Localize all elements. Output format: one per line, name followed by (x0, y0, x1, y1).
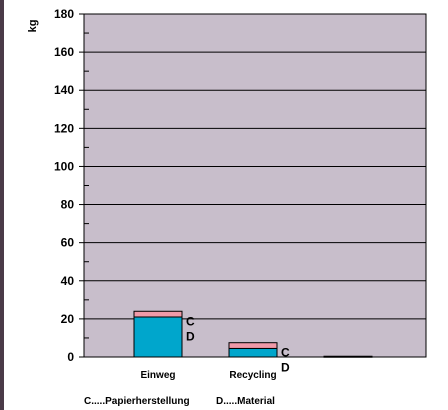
y-tick-label: 180 (54, 7, 74, 21)
y-tick-label: 40 (61, 274, 75, 288)
legend-entry-d: D.....Material (216, 396, 275, 407)
bar-segment-d (133, 316, 183, 358)
y-tick-label: 20 (61, 312, 75, 326)
x-category-label: Recycling (229, 370, 276, 381)
y-tick-label: 100 (54, 159, 74, 173)
bar-segment-c (228, 342, 278, 349)
x-category-label: Einweg (140, 370, 175, 381)
bar-segment-d (323, 355, 373, 358)
y-tick-label: 160 (54, 45, 74, 59)
grid-lines (84, 51, 426, 320)
left-edge-strip (0, 0, 4, 410)
bar-segment-c (133, 310, 183, 318)
y-tick-label: 0 (67, 350, 74, 364)
y-tick-label: 140 (54, 83, 74, 97)
y-tick-label: 60 (61, 236, 75, 250)
labels: 020406080100120140160180EinwegCDRecyclin… (54, 7, 290, 381)
bars (133, 310, 373, 358)
y-axis-ticks (79, 13, 89, 358)
bar-label-c: C (186, 314, 195, 328)
y-tick-label: 80 (61, 198, 75, 212)
bar-label-c: C (281, 346, 290, 360)
bar-label-d: D (281, 361, 290, 375)
plot-area (83, 13, 427, 358)
y-axis-label: kg (27, 20, 39, 33)
legend-entry-c: C.....Papierherstellung (84, 396, 190, 407)
y-tick-label: 120 (54, 121, 74, 135)
bar-label-d: D (186, 329, 195, 343)
bar-segment-d (228, 347, 278, 358)
